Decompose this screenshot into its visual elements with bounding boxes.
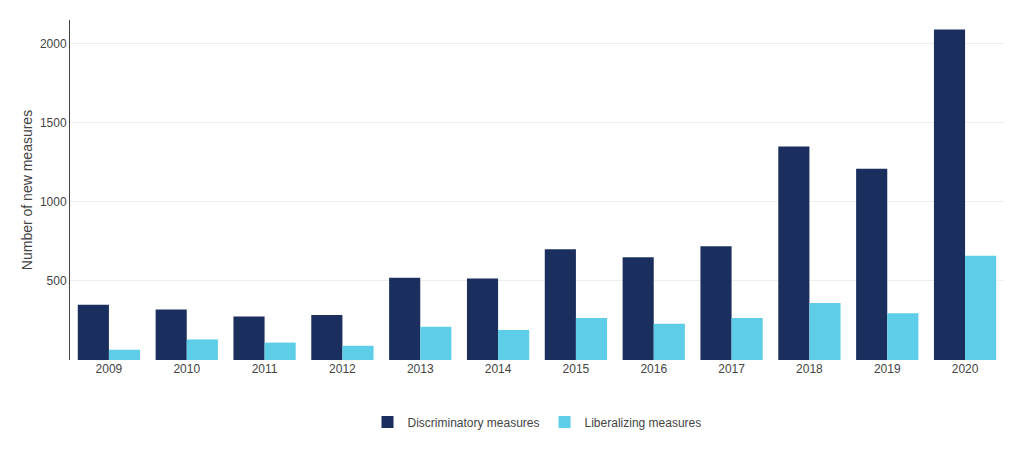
svg-text:Liberalizing measures: Liberalizing measures [585, 416, 702, 430]
svg-text:2019: 2019 [874, 362, 901, 376]
svg-text:1500: 1500 [40, 116, 67, 130]
svg-text:2013: 2013 [407, 362, 434, 376]
svg-text:2018: 2018 [796, 362, 823, 376]
svg-text:500: 500 [47, 274, 67, 288]
svg-text:2011: 2011 [252, 362, 278, 376]
svg-text:2017: 2017 [718, 362, 745, 376]
svg-text:1000: 1000 [40, 195, 67, 209]
svg-text:2012: 2012 [329, 362, 356, 376]
svg-text:2000: 2000 [40, 37, 67, 51]
svg-text:2014: 2014 [485, 362, 512, 376]
svg-text:2020: 2020 [952, 362, 979, 376]
svg-text:Number of new measures: Number of new measures [19, 110, 35, 270]
svg-text:2016: 2016 [640, 362, 667, 376]
svg-text:2015: 2015 [563, 362, 590, 376]
svg-text:2010: 2010 [173, 362, 200, 376]
svg-text:2009: 2009 [96, 362, 123, 376]
svg-text:Discriminatory measures: Discriminatory measures [408, 416, 540, 430]
